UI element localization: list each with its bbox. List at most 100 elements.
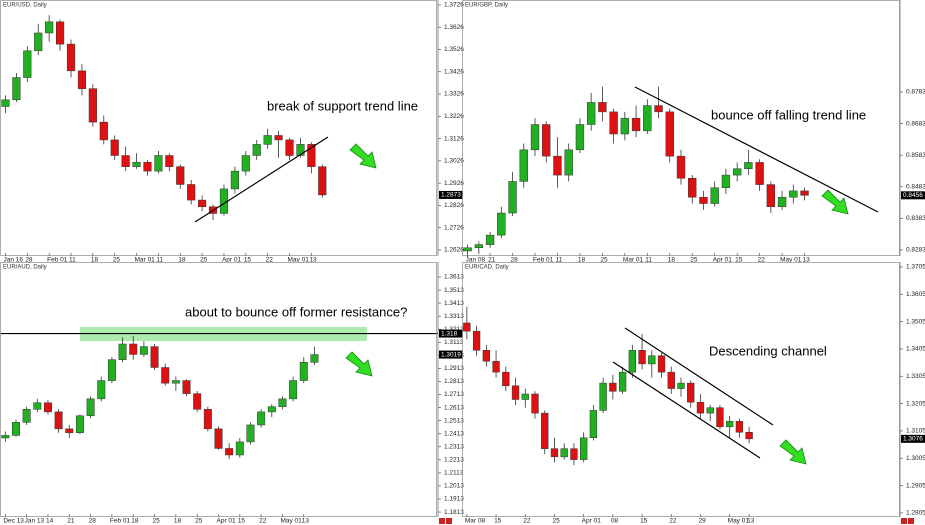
- x-tick-label: 18: [578, 257, 586, 264]
- candle-body: [677, 382, 685, 389]
- price-marker-label: 1.318: [441, 330, 458, 337]
- y-tick-label: 1.2913: [444, 365, 464, 372]
- x-tick-label: 11: [555, 257, 562, 264]
- y-tick-label: 0.8283: [906, 247, 925, 254]
- x-tick-label: 25: [600, 257, 608, 264]
- y-tick-label: 0.8683: [906, 120, 925, 127]
- icon: [908, 518, 914, 524]
- candle-body: [745, 432, 753, 440]
- panel-frame: [0, 0, 437, 256]
- candle-body: [150, 346, 159, 368]
- candle-body: [299, 362, 308, 381]
- x-tick-label: 13: [302, 518, 310, 525]
- candle-body: [230, 170, 239, 190]
- candle-body: [521, 393, 529, 400]
- falling-trend-line: [634, 86, 879, 213]
- candle-body: [263, 135, 272, 145]
- icon: [901, 518, 907, 524]
- x-tick-label: 11: [69, 257, 76, 264]
- candle-body: [699, 196, 708, 204]
- candle-body: [676, 155, 686, 179]
- x-tick-label: May 01: [728, 518, 750, 525]
- candle-body: [474, 244, 484, 249]
- candle-body: [45, 21, 54, 34]
- candle-body: [34, 32, 43, 52]
- x-tick-label: 22: [758, 257, 766, 264]
- x-tick-label: Feb 01: [110, 518, 131, 525]
- candle-body: [54, 411, 63, 430]
- candle-body: [88, 88, 97, 123]
- candle-body: [631, 117, 641, 132]
- candle-body: [777, 196, 787, 207]
- candle-body: [97, 380, 106, 400]
- y-tick-label: 1.3526: [444, 46, 464, 53]
- candle-body: [732, 168, 742, 176]
- candle-body: [598, 102, 607, 113]
- x-tick-label: 25: [552, 518, 560, 525]
- candle-body: [511, 385, 520, 400]
- x-tick-label: 18: [174, 518, 182, 525]
- candle-body: [519, 149, 528, 182]
- candle-body: [274, 135, 283, 141]
- y-tick-label: 1.3726: [444, 2, 464, 9]
- candle-body: [66, 43, 76, 72]
- candle-body: [246, 424, 255, 443]
- arrows: [345, 143, 849, 465]
- candle-body: [161, 367, 170, 384]
- candle-body: [541, 412, 549, 449]
- candle-body: [502, 371, 510, 387]
- candle-body: [310, 354, 319, 363]
- candle-body: [609, 111, 618, 135]
- candle-body: [735, 421, 744, 433]
- arrow: [779, 439, 807, 465]
- y-tick-label: 1.2513: [444, 417, 464, 424]
- candle-body: [285, 139, 294, 156]
- candle-body: [121, 155, 130, 167]
- channel-upper: [624, 327, 774, 426]
- y-tick-label: 1.3605: [906, 291, 925, 298]
- candle-body: [143, 161, 152, 172]
- y-tick-label: 1.3705: [906, 264, 925, 271]
- y-tick-label: 1.2726: [444, 224, 464, 231]
- x-tick-label: Apr 01: [217, 518, 237, 525]
- panel-frame: [462, 262, 900, 517]
- candle-body: [800, 190, 809, 196]
- price-marker-label: 1.2873: [441, 192, 461, 199]
- y-tick-label: 1.2113: [444, 470, 464, 477]
- candle-body: [129, 343, 138, 355]
- candle-body: [110, 139, 119, 156]
- x-tick-label: 28: [25, 257, 33, 264]
- candle-body: [214, 428, 223, 449]
- candle-body: [296, 144, 305, 156]
- candle-body: [508, 181, 517, 214]
- candle-body: [22, 409, 31, 423]
- candle-body: [472, 330, 481, 351]
- candle-body: [193, 393, 202, 410]
- y-tick-label: 1.2805: [906, 510, 925, 517]
- y-tick-label: 1.2613: [444, 404, 464, 411]
- price-marker: [439, 329, 463, 338]
- candle-body: [553, 155, 562, 176]
- price-marker-label: 1.3019: [441, 351, 461, 358]
- candle-body: [586, 102, 596, 125]
- x-tick-label: 25: [690, 257, 698, 264]
- price-marker: [901, 434, 925, 443]
- candle-body: [530, 124, 540, 151]
- candle-body: [252, 144, 261, 156]
- candle-body: [643, 105, 652, 132]
- x-tick-label: May 01: [780, 257, 802, 264]
- candle-body: [289, 380, 298, 400]
- x-tick-label: Apr 01: [713, 257, 733, 264]
- drawings: [194, 86, 914, 524]
- x-tick-label: Feb 01: [533, 257, 554, 264]
- x-tick-label: 25: [195, 518, 203, 525]
- candle-body: [99, 121, 108, 141]
- x-tick-label: 13: [747, 518, 755, 525]
- y-tick-label: 1.3505: [906, 318, 925, 325]
- candle-body: [550, 448, 559, 458]
- x-tick-label: Jan 08: [466, 257, 486, 264]
- candle-body: [278, 398, 287, 407]
- candle-body: [609, 382, 617, 392]
- x-tick-label: 13: [803, 257, 811, 264]
